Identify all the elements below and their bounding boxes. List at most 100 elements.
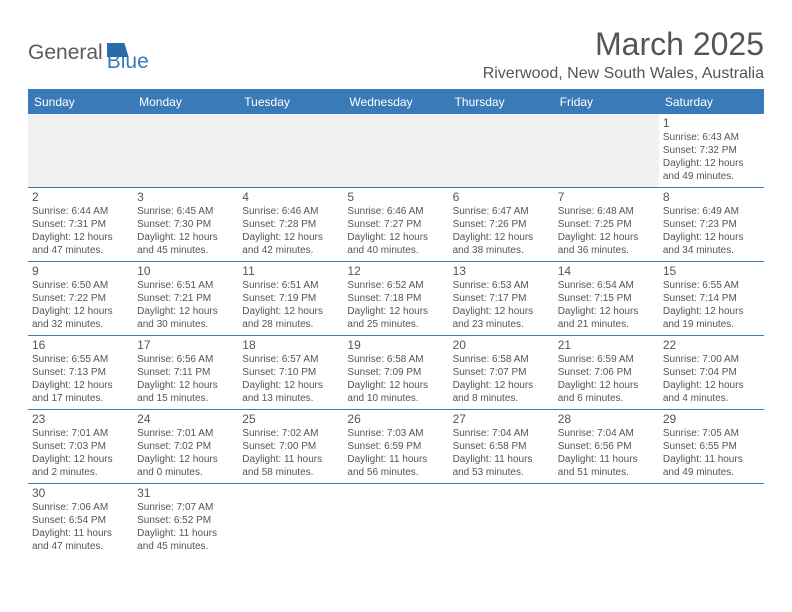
empty-day-cell [449, 114, 554, 187]
day-cell: 23Sunrise: 7:01 AMSunset: 7:03 PMDayligh… [28, 410, 133, 483]
day-info-line: Sunrise: 6:44 AM [32, 205, 129, 218]
day-info: Sunrise: 6:51 AMSunset: 7:19 PMDaylight:… [242, 279, 339, 331]
day-info-line: Daylight: 12 hours [347, 379, 444, 392]
day-info-line: Sunset: 7:09 PM [347, 366, 444, 379]
day-info-line: Daylight: 12 hours [453, 379, 550, 392]
day-info: Sunrise: 6:52 AMSunset: 7:18 PMDaylight:… [347, 279, 444, 331]
day-info-line: and 36 minutes. [558, 244, 655, 257]
day-cell: 9Sunrise: 6:50 AMSunset: 7:22 PMDaylight… [28, 262, 133, 335]
day-info-line: Sunrise: 6:58 AM [453, 353, 550, 366]
day-info-line: and 4 minutes. [663, 392, 760, 405]
day-info: Sunrise: 7:05 AMSunset: 6:55 PMDaylight:… [663, 427, 760, 479]
day-info-line: Daylight: 12 hours [453, 231, 550, 244]
day-info-line: Daylight: 12 hours [242, 379, 339, 392]
day-info-line: Daylight: 12 hours [137, 231, 234, 244]
day-info-line: Sunset: 7:04 PM [663, 366, 760, 379]
day-info-line: and 56 minutes. [347, 466, 444, 479]
day-number: 16 [32, 338, 129, 352]
day-cell: 18Sunrise: 6:57 AMSunset: 7:10 PMDayligh… [238, 336, 343, 409]
day-cell: 12Sunrise: 6:52 AMSunset: 7:18 PMDayligh… [343, 262, 448, 335]
day-number: 8 [663, 190, 760, 204]
day-info-line: and 47 minutes. [32, 540, 129, 553]
day-info-line: Sunset: 6:54 PM [32, 514, 129, 527]
day-info-line: Sunset: 7:21 PM [137, 292, 234, 305]
day-info-line: Sunrise: 6:51 AM [137, 279, 234, 292]
day-info-line: Daylight: 12 hours [32, 453, 129, 466]
day-info: Sunrise: 6:55 AMSunset: 7:14 PMDaylight:… [663, 279, 760, 331]
day-info-line: Daylight: 12 hours [32, 231, 129, 244]
day-cell: 30Sunrise: 7:06 AMSunset: 6:54 PMDayligh… [28, 484, 133, 557]
day-info-line: Daylight: 11 hours [663, 453, 760, 466]
day-number: 27 [453, 412, 550, 426]
day-info-line: Sunset: 6:58 PM [453, 440, 550, 453]
day-info: Sunrise: 7:00 AMSunset: 7:04 PMDaylight:… [663, 353, 760, 405]
empty-day-cell [659, 484, 764, 557]
day-number: 31 [137, 486, 234, 500]
day-info-line: and 10 minutes. [347, 392, 444, 405]
day-info-line: Daylight: 12 hours [242, 231, 339, 244]
day-number: 3 [137, 190, 234, 204]
day-info-line: Daylight: 12 hours [663, 379, 760, 392]
empty-day-cell [133, 114, 238, 187]
day-info-line: Sunset: 7:31 PM [32, 218, 129, 231]
day-info-line: Daylight: 12 hours [242, 305, 339, 318]
day-info-line: Sunrise: 6:50 AM [32, 279, 129, 292]
day-info: Sunrise: 6:58 AMSunset: 7:07 PMDaylight:… [453, 353, 550, 405]
day-info-line: Sunset: 7:17 PM [453, 292, 550, 305]
day-cell: 19Sunrise: 6:58 AMSunset: 7:09 PMDayligh… [343, 336, 448, 409]
day-number: 1 [663, 116, 760, 130]
day-info-line: Daylight: 12 hours [137, 305, 234, 318]
day-info-line: Sunrise: 7:03 AM [347, 427, 444, 440]
day-info-line: Sunset: 7:15 PM [558, 292, 655, 305]
day-info-line: Sunset: 7:18 PM [347, 292, 444, 305]
empty-day-cell [343, 114, 448, 187]
day-cell: 1Sunrise: 6:43 AMSunset: 7:32 PMDaylight… [659, 114, 764, 187]
day-number: 14 [558, 264, 655, 278]
day-number: 30 [32, 486, 129, 500]
day-info-line: Daylight: 11 hours [32, 527, 129, 540]
day-info-line: and 30 minutes. [137, 318, 234, 331]
day-info-line: Sunset: 7:22 PM [32, 292, 129, 305]
weekday-header-cell: Saturday [659, 90, 764, 114]
day-info: Sunrise: 6:59 AMSunset: 7:06 PMDaylight:… [558, 353, 655, 405]
day-number: 10 [137, 264, 234, 278]
day-number: 29 [663, 412, 760, 426]
empty-day-cell [554, 484, 659, 557]
weekday-header-cell: Thursday [449, 90, 554, 114]
day-info-line: and 17 minutes. [32, 392, 129, 405]
day-info-line: Daylight: 11 hours [242, 453, 339, 466]
day-info-line: Sunrise: 6:47 AM [453, 205, 550, 218]
day-info-line: and 47 minutes. [32, 244, 129, 257]
logo-flag-icon [107, 43, 129, 57]
day-info: Sunrise: 6:53 AMSunset: 7:17 PMDaylight:… [453, 279, 550, 331]
day-number: 13 [453, 264, 550, 278]
day-info-line: Sunset: 7:10 PM [242, 366, 339, 379]
day-info-line: Daylight: 11 hours [453, 453, 550, 466]
day-info-line: Daylight: 12 hours [32, 379, 129, 392]
day-info-line: and 8 minutes. [453, 392, 550, 405]
day-number: 25 [242, 412, 339, 426]
page-header: General Blue March 2025 Riverwood, New S… [28, 26, 764, 83]
day-number: 21 [558, 338, 655, 352]
day-info-line: Sunset: 6:52 PM [137, 514, 234, 527]
day-info: Sunrise: 6:55 AMSunset: 7:13 PMDaylight:… [32, 353, 129, 405]
logo: General Blue [28, 32, 149, 74]
day-info-line: and 25 minutes. [347, 318, 444, 331]
day-info-line: and 42 minutes. [242, 244, 339, 257]
day-info-line: Sunrise: 6:43 AM [663, 131, 760, 144]
day-cell: 21Sunrise: 6:59 AMSunset: 7:06 PMDayligh… [554, 336, 659, 409]
day-cell: 29Sunrise: 7:05 AMSunset: 6:55 PMDayligh… [659, 410, 764, 483]
day-cell: 6Sunrise: 6:47 AMSunset: 7:26 PMDaylight… [449, 188, 554, 261]
empty-day-cell [238, 114, 343, 187]
day-cell: 13Sunrise: 6:53 AMSunset: 7:17 PMDayligh… [449, 262, 554, 335]
day-info: Sunrise: 6:47 AMSunset: 7:26 PMDaylight:… [453, 205, 550, 257]
day-info-line: Sunset: 7:19 PM [242, 292, 339, 305]
empty-day-cell [449, 484, 554, 557]
day-info-line: Sunset: 6:55 PM [663, 440, 760, 453]
day-info-line: Daylight: 12 hours [347, 305, 444, 318]
day-cell: 8Sunrise: 6:49 AMSunset: 7:23 PMDaylight… [659, 188, 764, 261]
day-info-line: Daylight: 12 hours [137, 379, 234, 392]
day-info-line: and 45 minutes. [137, 244, 234, 257]
title-block: March 2025 Riverwood, New South Wales, A… [483, 26, 764, 83]
day-info-line: Sunset: 7:26 PM [453, 218, 550, 231]
